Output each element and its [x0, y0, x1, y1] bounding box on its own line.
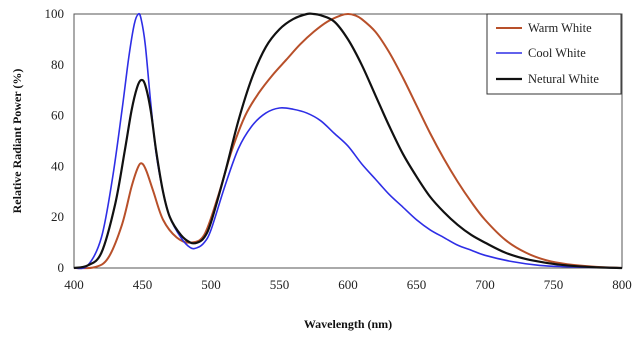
x-tick-label-800: 800 [612, 277, 632, 292]
y-axis-title: Relative Radiant Power (%) [10, 69, 24, 214]
x-tick-label-550: 550 [270, 277, 290, 292]
x-tick-label-500: 500 [201, 277, 221, 292]
legend-label-warm-white: Warm White [528, 21, 592, 35]
x-tick-label-400: 400 [64, 277, 84, 292]
x-axis-title: Wavelength (nm) [304, 317, 392, 331]
x-tick-label-700: 700 [475, 277, 495, 292]
series-lines [73, 12, 623, 270]
x-tick-label-650: 650 [407, 277, 427, 292]
y-tick-label-80: 80 [51, 57, 64, 72]
x-tick-label-450: 450 [133, 277, 153, 292]
y-tick-label-100: 100 [45, 6, 65, 21]
y-tick-label-20: 20 [51, 209, 64, 224]
x-tick-label-600: 600 [338, 277, 358, 292]
series-line-warm-white [73, 13, 623, 270]
x-tick-label-750: 750 [544, 277, 564, 292]
x-tick-labels: 400 450 500 550 600 650 700 750 800 [64, 277, 632, 292]
legend-label-netural-white: Netural White [528, 72, 599, 86]
y-tick-label-60: 60 [51, 108, 64, 123]
legend-label-cool-white: Cool White [528, 46, 586, 60]
y-tick-label-40: 40 [51, 158, 64, 173]
series-line-netural-white [73, 12, 623, 270]
legend: Warm White Cool White Netural White [486, 13, 622, 95]
y-tick-label-0: 0 [58, 260, 65, 275]
series-line-cool-white [73, 12, 623, 270]
y-tick-labels: 0 20 40 60 80 100 [45, 6, 65, 275]
